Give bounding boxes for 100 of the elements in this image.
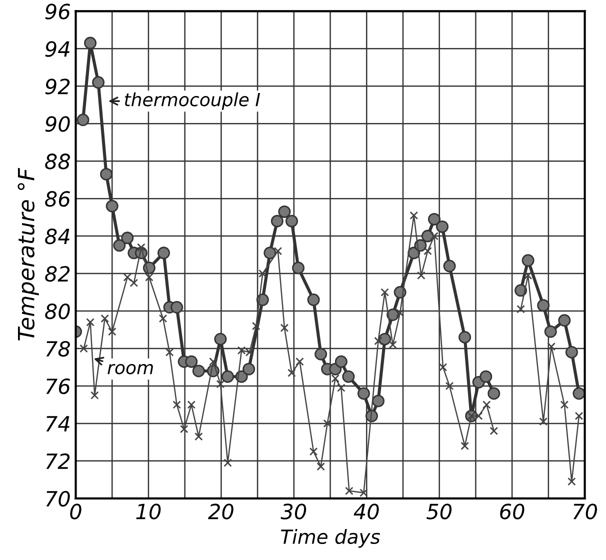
point [264, 246, 276, 260]
y-tick-label: 82 [45, 266, 70, 282]
point [428, 212, 441, 226]
y-tick-label: 94 [45, 41, 70, 57]
y-tick-label: 74 [46, 416, 70, 432]
x-tick-label: 50 [426, 504, 452, 520]
point [172, 400, 181, 409]
point [296, 357, 304, 366]
x-tick-label: 60 [500, 504, 524, 520]
point [224, 458, 232, 467]
point [108, 327, 116, 336]
point [430, 232, 438, 240]
y-tick-label: 92 [45, 78, 70, 94]
annotation: room [108, 364, 153, 374]
point [547, 342, 556, 351]
point [158, 314, 168, 323]
point [480, 370, 492, 383]
point [76, 114, 90, 126]
point [537, 299, 550, 312]
x-tick-label: 0 [70, 504, 82, 520]
point [209, 357, 218, 366]
point [378, 332, 392, 346]
point [331, 374, 340, 383]
x-tick-label: 30 [280, 504, 306, 520]
x-axis-title: Time days [280, 528, 380, 548]
point [92, 76, 105, 89]
point [565, 346, 578, 358]
point [121, 232, 134, 244]
annotation: thermocouple I [124, 92, 260, 110]
point [374, 336, 382, 346]
point [372, 394, 385, 408]
y-tick-label: 86 [45, 191, 70, 207]
point [145, 273, 154, 282]
point [216, 380, 225, 388]
point [458, 331, 472, 344]
point [180, 424, 188, 434]
point [137, 243, 146, 252]
point [357, 387, 370, 400]
point [285, 214, 298, 228]
point [342, 370, 355, 383]
x-tick-label: 70 [573, 504, 597, 520]
point [86, 318, 94, 326]
point [274, 246, 282, 256]
point [185, 355, 198, 368]
point [100, 168, 113, 180]
point [490, 426, 498, 436]
point [514, 284, 528, 297]
point [84, 36, 97, 50]
point [516, 304, 525, 314]
y-tick-label: 84 [45, 228, 70, 244]
point [396, 308, 404, 318]
point [90, 391, 99, 400]
point [157, 246, 170, 260]
point [170, 301, 184, 314]
y-tick-label: 80 [45, 303, 70, 320]
point [316, 462, 325, 471]
point [539, 417, 548, 426]
point [445, 382, 454, 390]
point [214, 332, 227, 346]
point [100, 314, 110, 323]
point [280, 324, 289, 332]
y-tick-label: 96 [45, 4, 70, 20]
point [106, 200, 118, 212]
point [572, 387, 585, 400]
point [242, 362, 256, 376]
point [334, 355, 348, 368]
point [424, 246, 432, 256]
point [221, 370, 234, 383]
point [558, 314, 571, 327]
point [544, 325, 557, 338]
point [113, 239, 126, 252]
point [460, 442, 469, 450]
point [130, 278, 138, 288]
point [270, 214, 284, 228]
y-tick-label: 78 [46, 340, 70, 357]
x-tick-label: 10 [136, 504, 161, 520]
y-tick-label: 90 [45, 116, 70, 132]
point [288, 368, 296, 378]
point [522, 254, 534, 267]
point [488, 387, 500, 400]
y-tick-label: 70 [46, 490, 70, 507]
point [80, 344, 88, 353]
point [194, 432, 203, 441]
point [337, 384, 346, 392]
point [417, 271, 426, 280]
x-tick-label: 20 [208, 504, 234, 520]
point [123, 273, 132, 282]
point [314, 348, 328, 360]
x-tick-label: 40 [354, 504, 379, 520]
point [388, 340, 397, 349]
point [443, 260, 456, 272]
point [165, 348, 174, 356]
point [360, 488, 368, 497]
point [258, 269, 267, 278]
point [574, 412, 584, 420]
point [187, 400, 196, 409]
y-axis-title: Temperature °F [18, 168, 39, 340]
point [278, 205, 291, 218]
point [345, 486, 354, 496]
point [560, 400, 569, 409]
